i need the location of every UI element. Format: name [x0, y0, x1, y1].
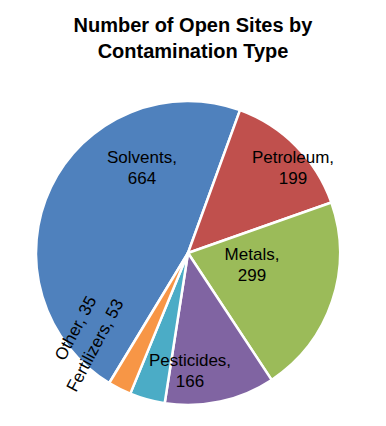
chart-title: Number of Open Sites by Contamination Ty…: [43, 12, 343, 64]
data-label: Other, 35: [51, 293, 101, 364]
data-label: Solvents,664: [107, 148, 177, 187]
chart-canvas: SolventsPetroleumMetalsPesticidesFertili…: [0, 0, 386, 426]
slices: SolventsPetroleumMetalsPesticidesFertili…: [36, 101, 340, 405]
data-label: Pesticides,166: [149, 351, 231, 390]
data-label: Metals,299: [225, 245, 280, 284]
data-label: Petroleum,199: [252, 148, 334, 187]
